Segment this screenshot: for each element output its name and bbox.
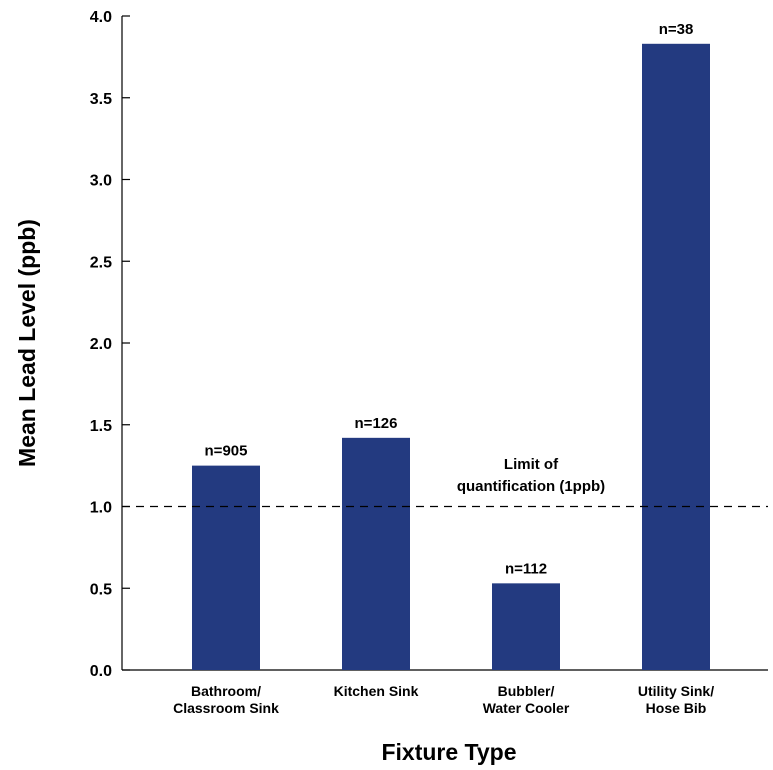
x-category-label: Utility Sink/Hose Bib (638, 683, 714, 716)
x-category-label: Kitchen Sink (334, 683, 419, 699)
y-tick-label: 4.0 (90, 9, 112, 26)
y-ticks: 0.0 0.5 1.0 1.5 2.0 2.5 3.0 3.5 4.0 (90, 9, 130, 680)
x-category-labels: Bathroom/Classroom Sink Kitchen Sink Bubbl… (173, 683, 714, 716)
x-category-label-line: Classroom Sink (173, 700, 279, 716)
bar (342, 437, 410, 670)
y-tick-label: 3.0 (90, 173, 112, 190)
x-category-label-line: Bubbler/ (498, 683, 555, 699)
y-tick-label: 2.0 (90, 336, 112, 353)
bar (192, 465, 260, 670)
bar-data-label: n=112 (505, 560, 547, 577)
y-tick-label: 1.0 (90, 500, 112, 517)
x-category-label: Bathroom/Classroom Sink (173, 683, 279, 716)
x-axis-title: Fixture Type (381, 739, 516, 765)
reference-line-group: Limit of quantification (1ppb) (122, 456, 768, 508)
y-tick-label: 2.5 (90, 254, 112, 271)
bar-data-label: n=905 (205, 443, 248, 460)
reference-line-label-line: Limit of (504, 456, 559, 473)
bar-data-label: n=38 (659, 21, 694, 38)
bar-data-label: n=126 (355, 415, 398, 432)
x-category-label: Bubbler/Water Cooler (483, 683, 570, 716)
x-category-label-line: Water Cooler (483, 700, 570, 716)
bar (642, 43, 710, 671)
y-tick-label: 0.0 (90, 663, 112, 680)
bar (492, 583, 560, 670)
x-category-label-line: Bathroom/ (191, 683, 261, 699)
y-tick-label: 3.5 (90, 91, 112, 108)
x-category-label-line: Utility Sink/ (638, 683, 714, 699)
reference-line-label-line: quantification (1ppb) (457, 478, 605, 495)
y-axis-title: Mean Lead Level (ppb) (14, 219, 40, 467)
y-tick-label: 1.5 (90, 418, 112, 435)
data-labels: n=905 n=126 n=112 n=38 (205, 21, 694, 578)
x-category-label-line: Kitchen Sink (334, 683, 419, 699)
bars (192, 43, 710, 671)
y-tick-label: 0.5 (90, 581, 112, 598)
x-category-label-line: Hose Bib (646, 700, 707, 716)
reference-line-label: Limit of quantification (1ppb) (457, 456, 605, 495)
